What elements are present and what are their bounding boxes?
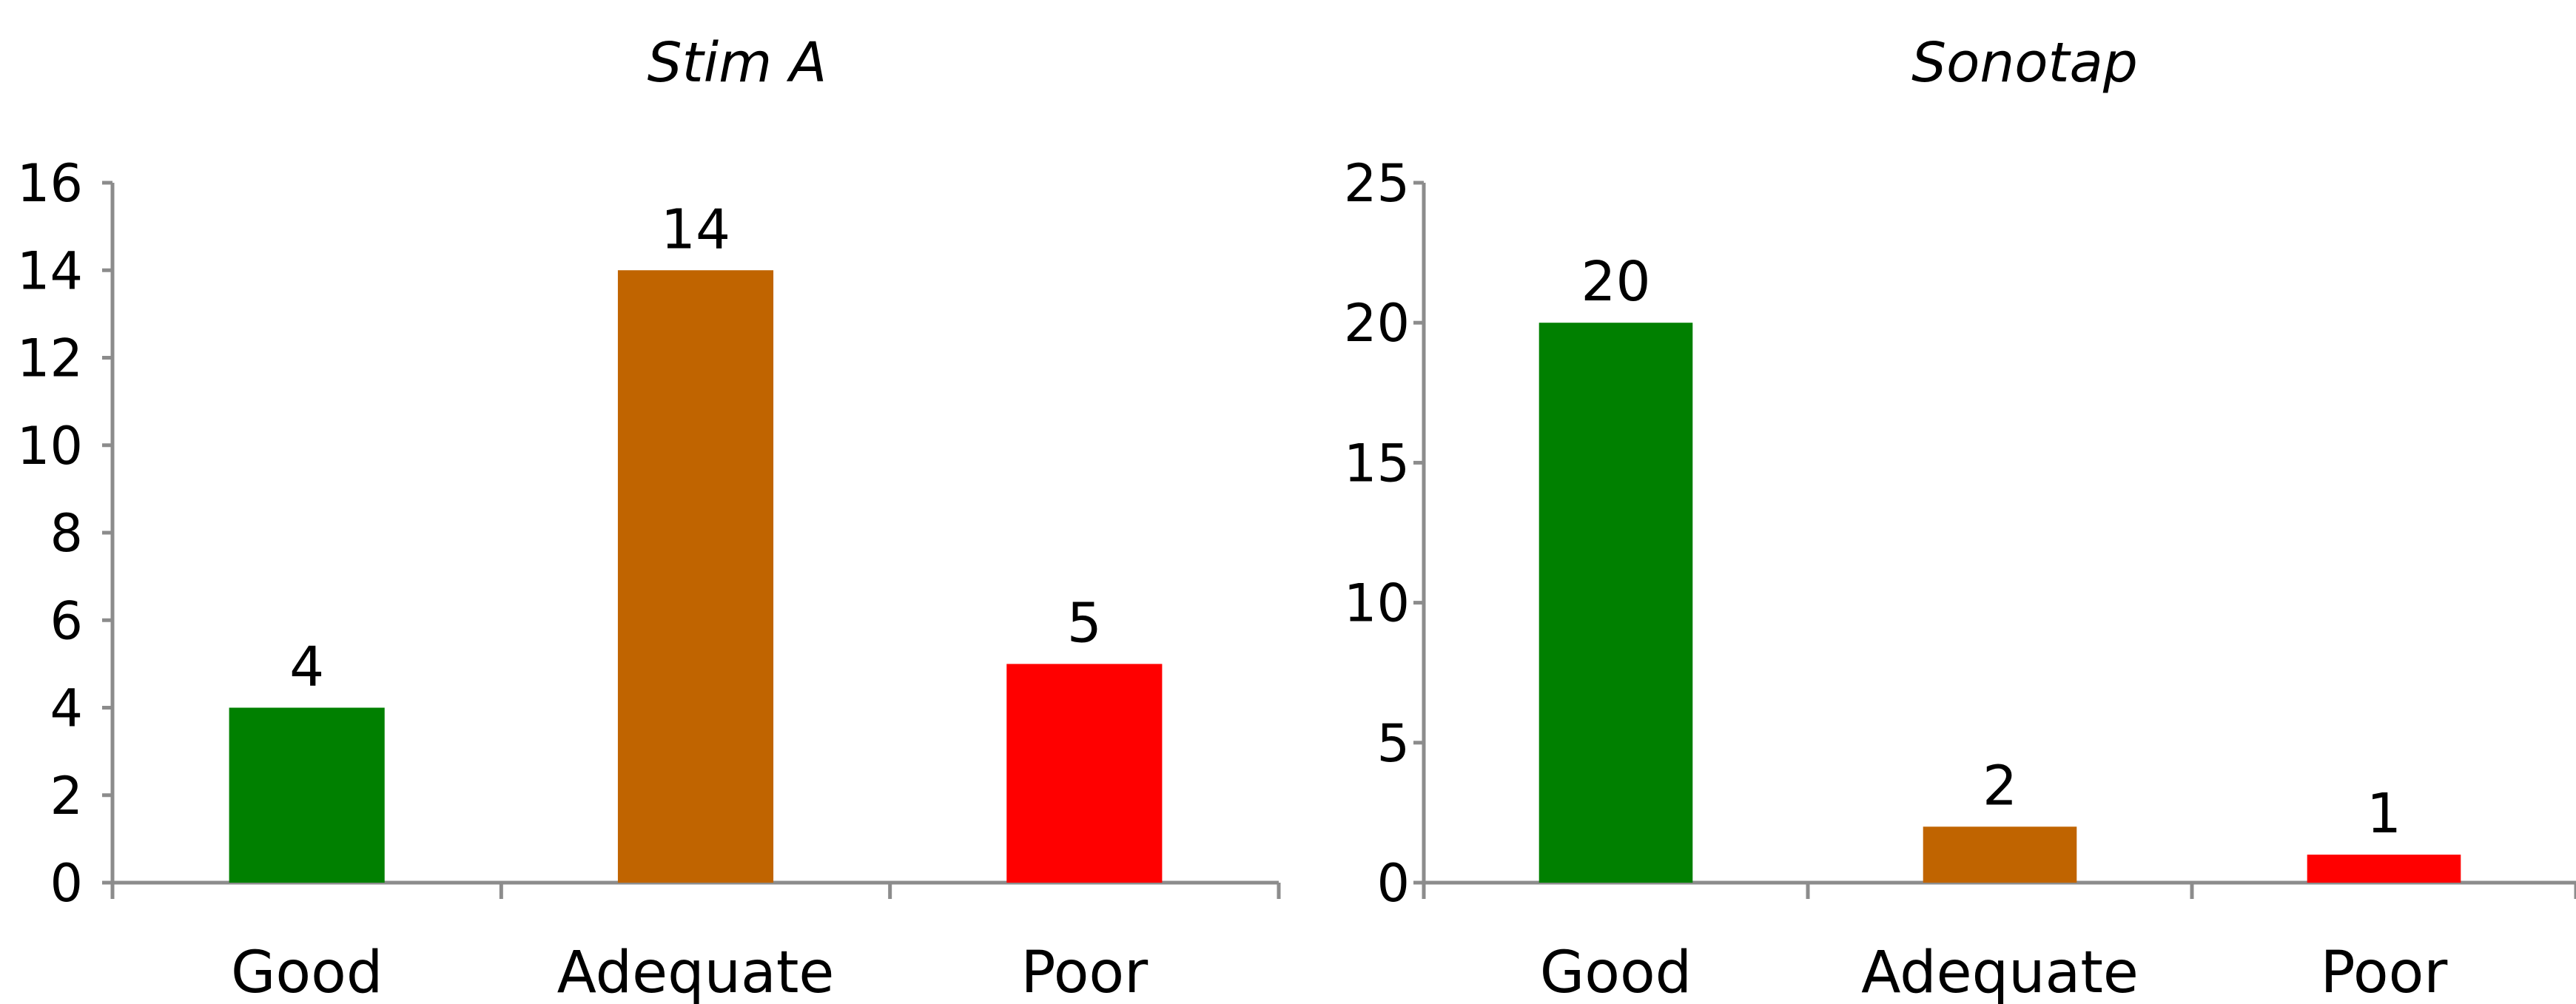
x-category-label: Poor: [2321, 940, 2449, 1004]
y-tick-label: 4: [50, 678, 83, 739]
bar-good: [229, 707, 385, 883]
chart-title: Stim A: [648, 31, 827, 95]
y-tick-label: 14: [17, 240, 83, 301]
data-label: 4: [289, 636, 324, 699]
x-category-label: Poor: [1020, 940, 1149, 1004]
bar-adequate: [1923, 826, 2077, 883]
data-label: 5: [1067, 591, 1102, 655]
chart-sonotap: Sonotap 0 5 10 15 20 25 20 Good 2 Adequate 1 Poor: [1344, 31, 2576, 1004]
bar-poor: [1006, 664, 1163, 883]
y-tick-label: 2: [50, 766, 83, 826]
x-category-label: Adequate: [1861, 940, 2139, 1004]
y-tick-label: 20: [1344, 293, 1410, 354]
bar-poor: [2307, 855, 2461, 883]
y-tick-label: 5: [1376, 713, 1410, 774]
y-tick-label: 16: [17, 153, 83, 214]
data-label: 14: [661, 198, 730, 261]
y-tick-label: 10: [1344, 573, 1410, 634]
y-tick-label: 6: [50, 590, 83, 651]
x-category-label: Good: [1540, 940, 1692, 1004]
chart-title: Sonotap: [1911, 31, 2138, 95]
y-tick-label: 10: [17, 416, 83, 476]
y-tick-label: 25: [1344, 153, 1410, 214]
data-label: 20: [1581, 250, 1650, 314]
y-tick-label: 0: [1376, 853, 1410, 914]
y-tick-label: 15: [1344, 433, 1410, 493]
x-category-label: Good: [231, 940, 383, 1004]
y-tick-label: 8: [50, 503, 83, 564]
bar-adequate: [617, 270, 774, 883]
y-tick-label: 0: [50, 853, 83, 914]
chart-stim-a: Stim A 0 2 4 6 8 10 12 14 16 4 Good 14 Adequate 5 Poor: [17, 31, 1281, 1004]
data-label: 2: [1983, 754, 2017, 818]
x-category-label: Adequate: [557, 940, 835, 1004]
y-tick-label: 12: [17, 329, 83, 389]
data-label: 1: [2367, 782, 2401, 846]
bar-good: [1538, 323, 1693, 883]
